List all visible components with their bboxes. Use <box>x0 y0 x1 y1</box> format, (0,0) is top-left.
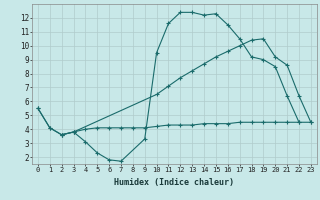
X-axis label: Humidex (Indice chaleur): Humidex (Indice chaleur) <box>115 178 234 187</box>
